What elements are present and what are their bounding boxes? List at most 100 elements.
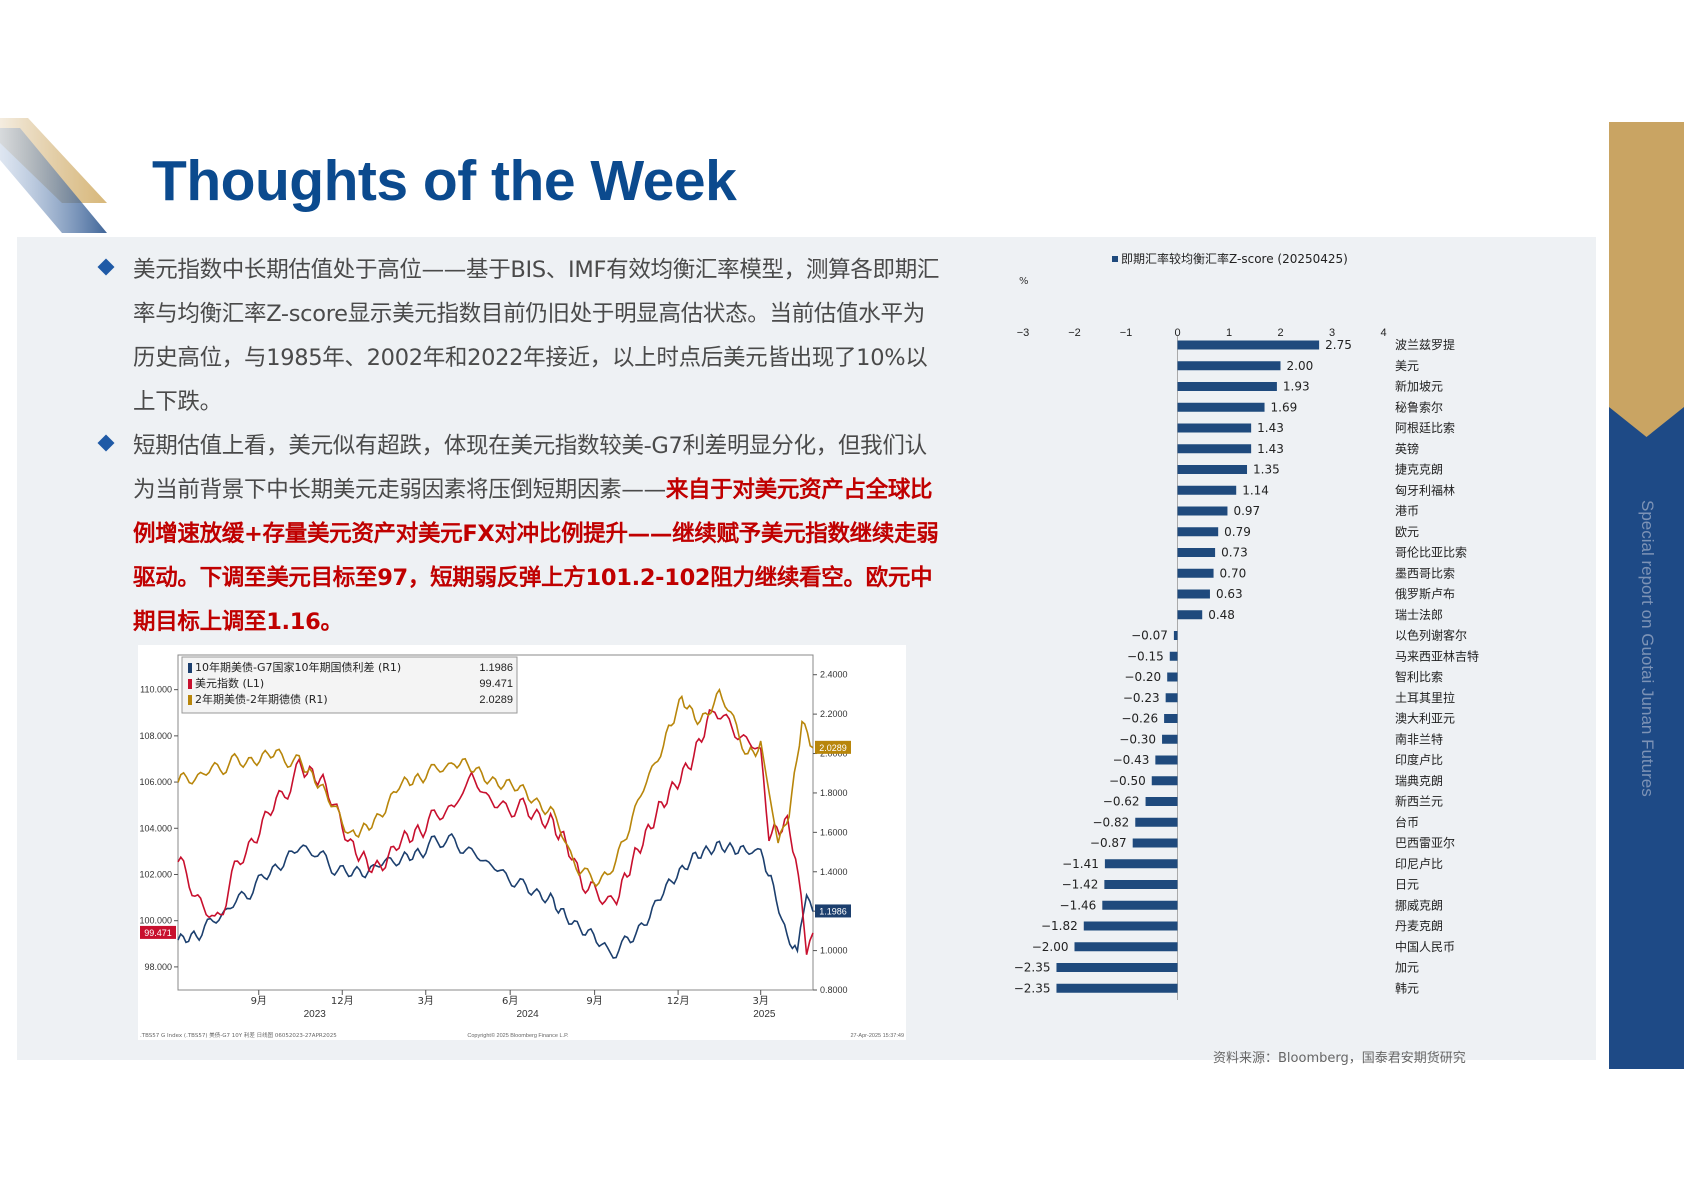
category-label: 中国人民币: [1395, 939, 1455, 954]
bar-value-label: −1.82: [1041, 919, 1078, 933]
side-gold-banner: [1609, 122, 1684, 437]
bullet-list: 美元指数中长期估值处于高位——基于BIS、IMF有效均衡汇率模型，测算各即期汇率…: [95, 248, 940, 644]
x-tick-label: 3: [1329, 327, 1335, 339]
bar-value-label: −0.87: [1090, 836, 1127, 850]
bar: [1162, 734, 1178, 744]
category-label: 挪威克朗: [1395, 898, 1443, 912]
category-label: 瑞士法郎: [1395, 608, 1443, 622]
end-tag-us-g7-spread: 1.1986: [819, 906, 847, 916]
x-year-label: 2024: [516, 1009, 539, 1020]
bar: [1135, 817, 1178, 827]
category-label: 日元: [1395, 878, 1419, 892]
bar-value-label: 1.69: [1271, 400, 1298, 414]
y-right-tick-label: 2.2000: [820, 709, 848, 719]
category-label: 巴西雷亚尔: [1395, 835, 1455, 850]
x-year-label: 2025: [753, 1009, 776, 1020]
series-line: [177, 708, 814, 955]
series-line: [177, 832, 814, 959]
bar-value-label: 1.35: [1253, 463, 1280, 477]
bar: [1132, 838, 1178, 848]
bullet-item: 美元指数中长期估值处于高位——基于BIS、IMF有效均衡汇率模型，测算各即期汇率…: [95, 248, 940, 424]
line-chart: 110.000 108.000 106.000 104.000 102.000 100.0…: [138, 645, 906, 1040]
bar: [1177, 527, 1219, 537]
category-label: 台币: [1395, 814, 1419, 829]
y-left-tick-label: 108.000: [139, 731, 172, 741]
bar-value-label: 0.48: [1208, 608, 1235, 622]
category-label: 瑞典克朗: [1395, 774, 1443, 788]
page-title: Thoughts of the Week: [152, 149, 737, 213]
bar-value-label: 1.93: [1283, 380, 1310, 394]
bar-value-label: −1.41: [1062, 857, 1099, 871]
bar-value-label: 0.79: [1224, 525, 1251, 539]
legend-swatch: [1112, 256, 1118, 262]
legend-box: [181, 656, 518, 714]
bar: [1177, 340, 1320, 350]
bar-value-label: −0.20: [1124, 670, 1161, 684]
category-label: 马来西亚林吉特: [1395, 648, 1479, 663]
bar: [1177, 610, 1203, 620]
y-right-tick-label: 1.4000: [820, 867, 848, 877]
side-bar: [1609, 122, 1684, 1069]
bar-value-label: −0.43: [1113, 753, 1150, 767]
bar-value-label: −0.15: [1127, 649, 1164, 663]
bullet-text: 短期估值上看，美元似有超跌，体现在美元指数较美-G7利差明显分化，但我们认为当前…: [133, 424, 940, 644]
bullet-text: 美元指数中长期估值处于高位——基于BIS、IMF有效均衡汇率模型，测算各即期汇率…: [133, 248, 940, 424]
x-year-label: 2023: [304, 1009, 327, 1020]
bar: [1083, 921, 1178, 931]
source-note: 资料来源：Bloomberg，国泰君安期货研究: [1213, 1051, 1466, 1066]
bar: [1173, 631, 1178, 640]
category-label: 加元: [1395, 961, 1419, 975]
diamond-bullet-icon: [97, 434, 115, 452]
bar: [1104, 880, 1178, 889]
bar-value-label: 2.00: [1287, 359, 1314, 373]
bar: [1145, 797, 1178, 806]
chart-legend: 10年期美债-G7国家10年期国债利差 (R1) 1.1986 美元指数 (L1) 9…: [181, 656, 518, 714]
bar-value-label: 1.43: [1257, 421, 1284, 435]
bar: [1177, 506, 1228, 516]
legend-swatch: [188, 695, 192, 705]
x-tick-label: 9月: [251, 995, 267, 1007]
bar-value-label: −0.82: [1092, 815, 1129, 829]
y-right-tick-label: 2.4000: [820, 670, 848, 680]
bar-value-label: 0.97: [1233, 504, 1260, 518]
bar: [1056, 963, 1178, 972]
bar: [1104, 859, 1178, 869]
end-tag-us-g7-spread-bg: [815, 904, 851, 918]
bar: [1164, 714, 1178, 723]
category-label: 印度卢比: [1395, 752, 1443, 767]
y-left-tick-label: 98.000: [144, 962, 172, 972]
y-left-tick-label: 104.000: [139, 823, 172, 833]
bar-value-label: −1.42: [1062, 878, 1099, 892]
bar-value-label: 2.75: [1325, 338, 1352, 352]
chart-footer-left: .TBS57 G Index (.TBS57) 美债-G7 10Y 利差 日线图…: [140, 1031, 337, 1039]
category-label: 智利比索: [1395, 669, 1443, 684]
bar-value-label: 0.73: [1221, 546, 1248, 560]
bar-value-label: −2.35: [1014, 961, 1051, 975]
bar: [1074, 942, 1178, 952]
category-label: 阿根廷比索: [1395, 421, 1455, 435]
legend-label: 10年期美债-G7国家10年期国债利差 (R1): [195, 660, 401, 674]
chart-footer-copyright: Copyright© 2025 Bloomberg Finance L.P.: [467, 1032, 569, 1039]
category-label: 新加坡元: [1395, 379, 1443, 394]
bar: [1177, 465, 1248, 474]
bar: [1102, 900, 1178, 910]
y-right-tick-label: 1.6000: [820, 827, 848, 837]
x-tick-label: 6月: [502, 995, 518, 1007]
chart-footer-timestamp: 27-Apr-2025 15:37:49: [850, 1033, 904, 1039]
bullet-text-highlight: 来自于对美元资产占全球比例增速放缓+存量美元资产对美元FX对冲比例提升——继续赋…: [133, 477, 939, 635]
bar: [1177, 589, 1210, 599]
category-label: 匈牙利福林: [1395, 482, 1455, 497]
x-tick-label: 9月: [586, 995, 602, 1007]
category-label: 英镑: [1395, 441, 1419, 456]
x-tick-label: −2: [1068, 327, 1081, 339]
bar: [1151, 776, 1178, 786]
side-label: Special report on Guotai Junan Futures: [1638, 500, 1657, 797]
end-tag-dollar-index-bg: [140, 925, 176, 939]
bar-value-label: 0.63: [1216, 587, 1243, 601]
category-label: 欧元: [1395, 525, 1419, 539]
category-label: 波兰兹罗提: [1395, 337, 1455, 352]
category-label: 韩元: [1395, 980, 1419, 995]
x-tick-label: −1: [1120, 327, 1133, 339]
bar: [1177, 568, 1214, 578]
x-tick-label: −3: [1017, 327, 1030, 339]
